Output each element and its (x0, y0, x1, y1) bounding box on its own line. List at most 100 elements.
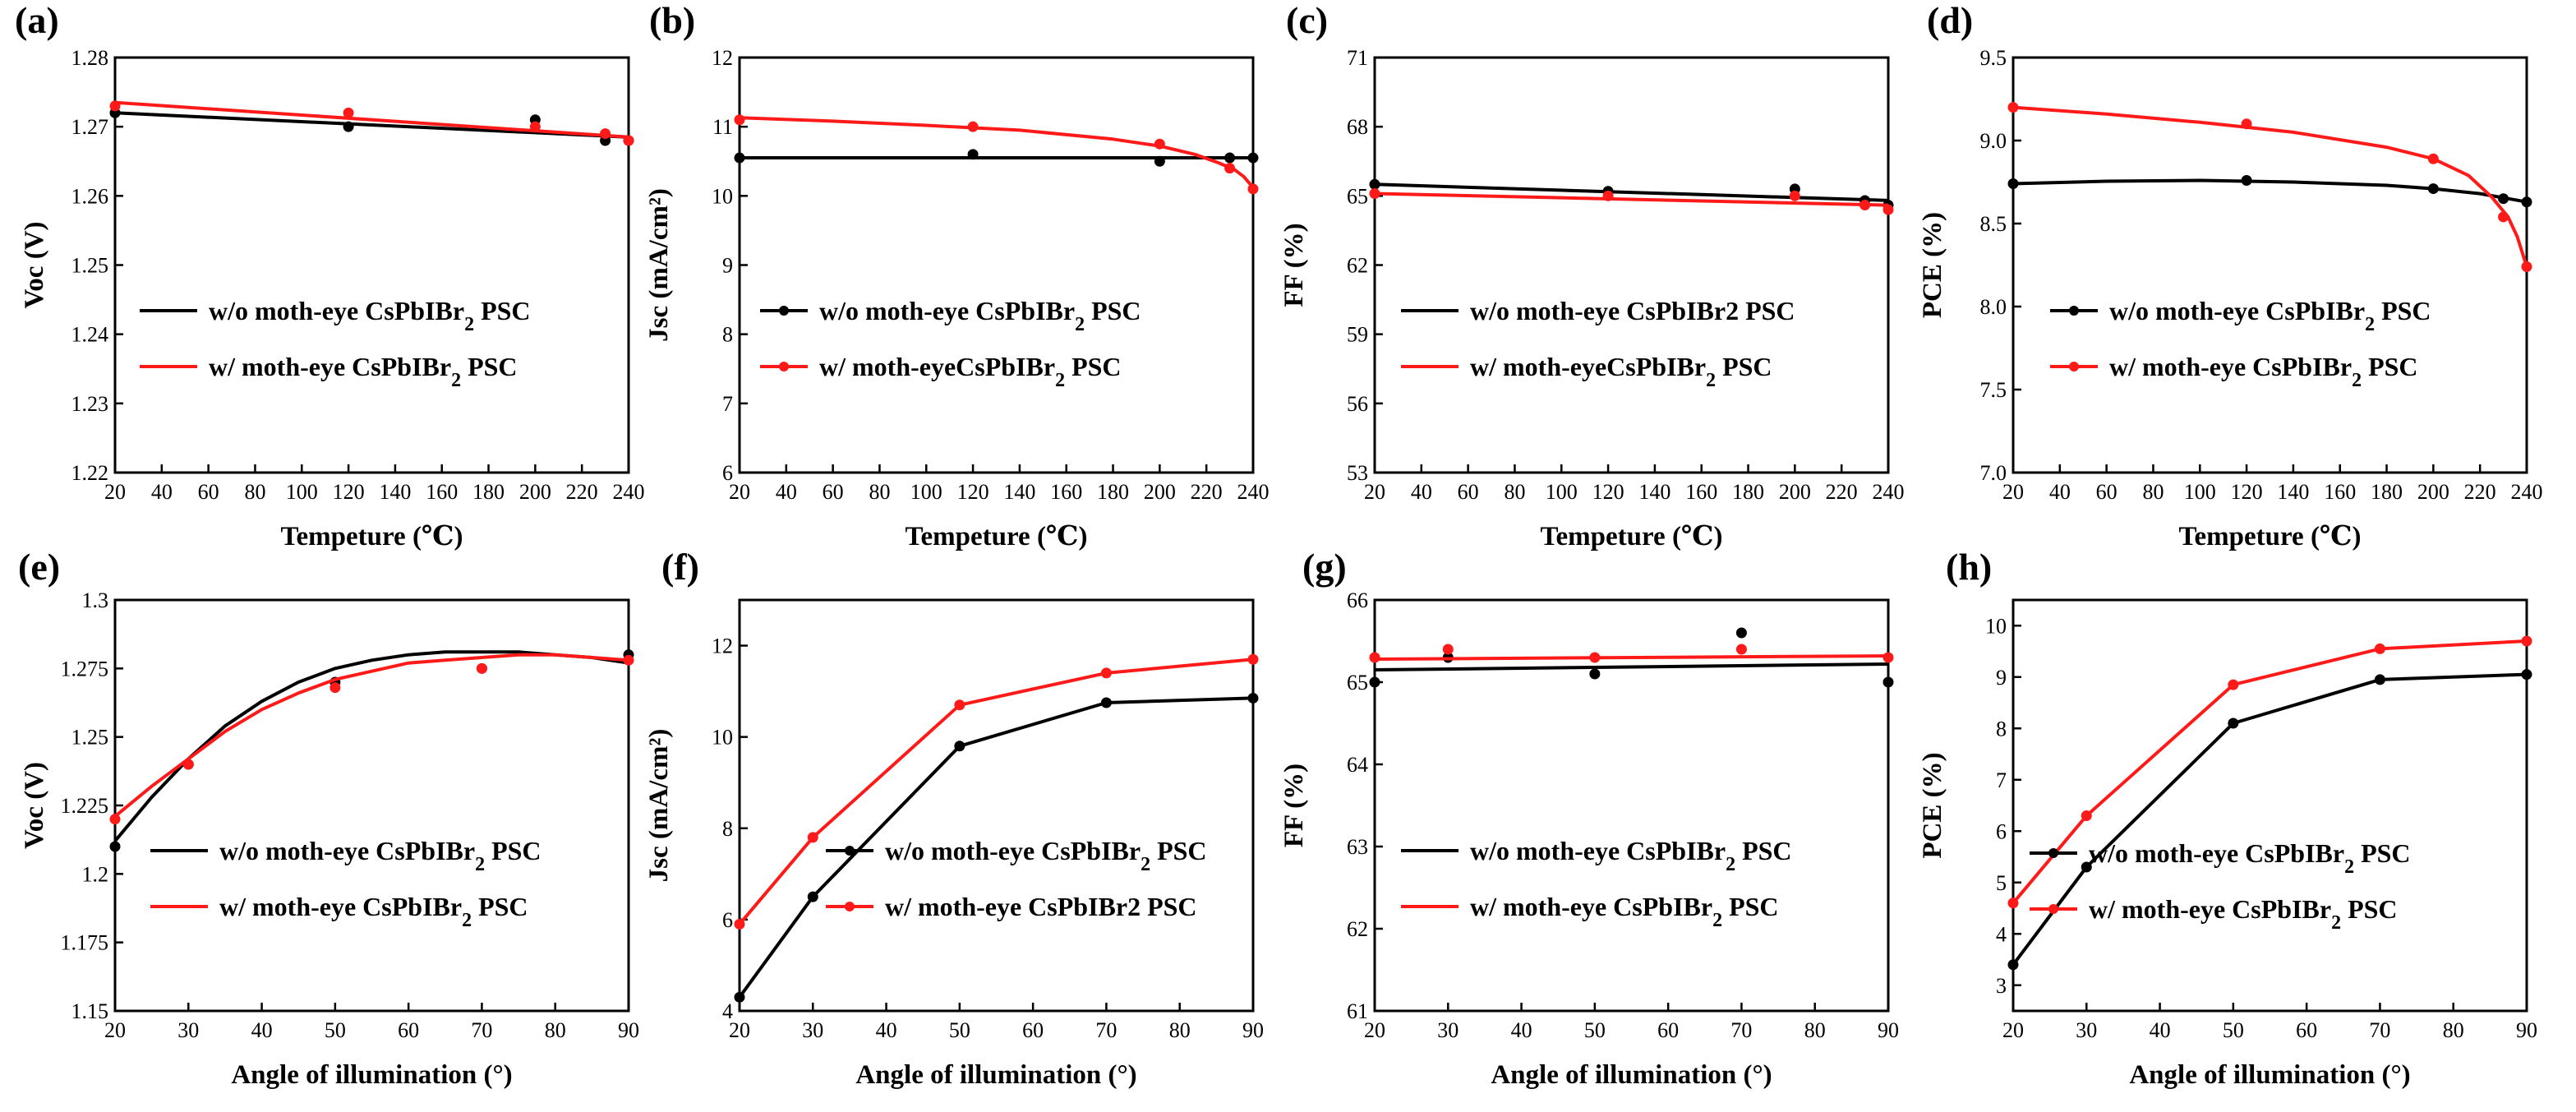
x-tick-label: 180 (2371, 480, 2403, 504)
x-tick-label: 50 (1584, 1018, 1606, 1042)
x-tick-label: 20 (729, 480, 750, 504)
series-line-without (1374, 662, 1889, 671)
data-point-with (1789, 190, 1800, 201)
y-tick-label: 10 (712, 726, 733, 750)
data-point-with (109, 814, 121, 825)
y-tick-label: 7 (722, 392, 733, 416)
legend-label: w/ moth-eye CsPbIBr2 PSC (2109, 352, 2418, 391)
y-tick-label: 1.3 (82, 588, 109, 612)
y-axis-title: Jsc (mA/cm²) (644, 188, 674, 342)
y-tick-label: 1.15 (71, 999, 109, 1023)
x-axis-title: Tempeture (℃) (1541, 522, 1723, 551)
y-tick-label: 7.0 (1980, 461, 2007, 485)
series-line-without (2012, 178, 2528, 204)
x-tick-label: 40 (2049, 480, 2071, 504)
x-axis-title: Angle of illumination (°) (1491, 1060, 1772, 1090)
data-point-without (1882, 676, 1894, 688)
x-tick-label: 40 (151, 480, 173, 504)
data-point-without (1224, 152, 1236, 164)
data-point-with (2081, 810, 2092, 821)
x-tick-label: 100 (2184, 480, 2216, 504)
x-tick-label: 160 (2324, 480, 2356, 504)
data-point-with (2498, 211, 2509, 223)
data-point-without (2241, 174, 2252, 186)
x-tick-label: 120 (333, 480, 365, 504)
x-tick-label: 200 (2417, 480, 2449, 504)
data-point-with (2374, 643, 2385, 654)
y-tick-label: 8 (722, 323, 733, 347)
x-tick-label: 80 (244, 480, 265, 504)
chart-panel-e: (e) 20 30 40 50 60 70 80 90 1.15 1.175 1.2 1.225 1.25… (18, 546, 639, 1090)
legend-label: w/ moth-eye CsPbIBr2 PSC (885, 892, 1197, 921)
x-tick-label: 180 (1097, 480, 1129, 504)
series-line-without (114, 111, 629, 139)
series-line-with (114, 100, 629, 139)
x-tick-label: 20 (1364, 480, 1385, 504)
legend-label: w/ moth-eye CsPbIBr2 PSC (1470, 892, 1779, 931)
y-tick-label: 68 (1347, 115, 1368, 139)
x-tick-label: 200 (1779, 480, 1811, 504)
data-point-with (2521, 261, 2532, 273)
chart-panel-h: (h) 20 30 40 50 60 70 80 90 3 4 5 6 7 8 9 10 Angle of ill… (1918, 546, 2537, 1090)
y-tick-label: 1.23 (71, 392, 109, 416)
x-tick-label: 20 (2002, 480, 2024, 504)
plot-frame (1373, 56, 1890, 474)
series-line-with (2012, 105, 2528, 268)
x-tick-label: 200 (1144, 480, 1176, 504)
data-point-without (1735, 627, 1747, 639)
y-tick-label: 4 (722, 999, 733, 1023)
legend-marker (2069, 362, 2079, 371)
data-point-with (1247, 183, 1259, 195)
data-point-without (734, 991, 745, 1003)
data-point-with (2427, 153, 2439, 164)
x-tick-label: 240 (1237, 480, 1270, 504)
y-tick-label: 8 (722, 817, 733, 841)
data-point-without (967, 149, 979, 160)
x-tick-label: 30 (802, 1018, 823, 1042)
x-tick-label: 90 (1878, 1018, 1899, 1042)
x-tick-label: 40 (1511, 1018, 1532, 1042)
y-tick-label: 56 (1347, 392, 1368, 416)
data-point-with (476, 662, 487, 674)
panel-label: (d) (1927, 0, 1973, 41)
y-tick-label: 8.0 (1980, 295, 2007, 319)
y-tick-label: 66 (1347, 588, 1368, 612)
y-tick-label: 1.25 (71, 726, 109, 750)
panel-label: (c) (1286, 0, 1328, 41)
data-point-without (343, 121, 354, 132)
data-point-with (1602, 190, 1614, 201)
x-axis-title: Angle of illumination (°) (2129, 1060, 2410, 1090)
x-tick-label: 100 (1546, 480, 1578, 504)
x-tick-label: 30 (1437, 1018, 1459, 1042)
x-tick-label: 20 (104, 480, 126, 504)
x-tick-label: 20 (1364, 1018, 1385, 1042)
y-tick-label: 7.5 (1980, 378, 2007, 402)
y-tick-label: 4 (1996, 922, 2007, 946)
x-tick-label: 90 (2516, 1018, 2537, 1042)
data-point-without (1369, 676, 1380, 688)
x-tick-label: 50 (2223, 1018, 2244, 1042)
x-tick-label: 20 (104, 1018, 126, 1042)
series-line-without (113, 650, 629, 842)
y-tick-label: 6 (722, 908, 733, 932)
plot-frame (738, 598, 1255, 1013)
plot-frame (2011, 598, 2528, 1013)
data-point-without (1247, 692, 1259, 704)
x-tick-label: 120 (2231, 480, 2263, 504)
y-tick-label: 9.5 (1980, 46, 2007, 70)
data-point-with (967, 121, 979, 132)
y-tick-label: 8 (1996, 717, 2007, 741)
data-point-with (1154, 138, 1165, 150)
data-point-with (623, 135, 634, 146)
data-point-with (1589, 652, 1601, 663)
legend-label: w/o moth-eye CsPbIBr2 PSC (219, 836, 541, 875)
data-point-without (2521, 196, 2532, 208)
legend-label: w/o moth-eye CsPbIBr2 PSC (209, 296, 531, 335)
x-tick-label: 140 (379, 480, 411, 504)
y-tick-label: 6 (1996, 819, 2007, 843)
y-tick-label: 1.27 (71, 115, 109, 139)
data-point-with (2521, 635, 2532, 647)
data-point-without (1247, 152, 1259, 164)
x-tick-label: 80 (2142, 480, 2164, 504)
data-point-without (2427, 183, 2439, 195)
